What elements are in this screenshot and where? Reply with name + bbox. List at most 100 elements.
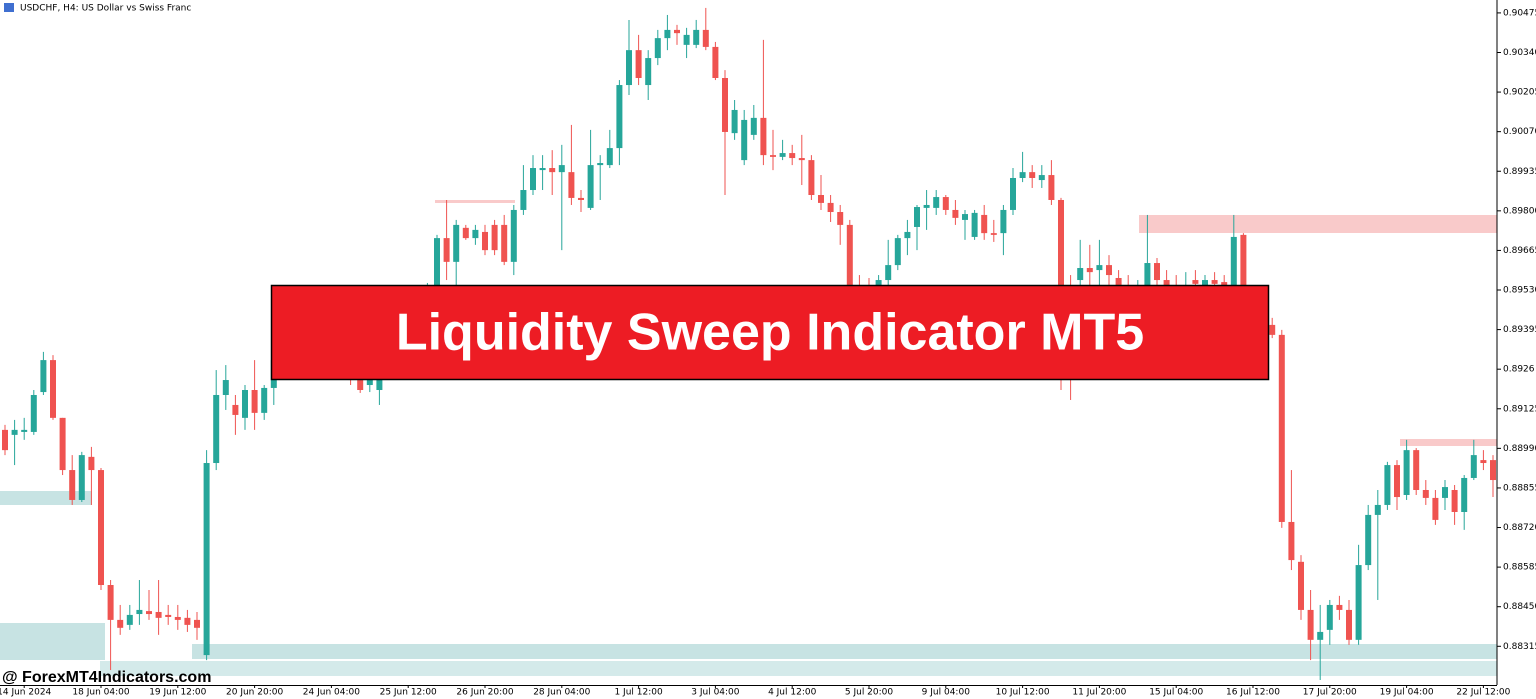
- x-tick-label: 5 Jul 20:00: [845, 688, 894, 698]
- candle-body: [981, 214, 988, 234]
- y-tick-label: 0.90205: [1503, 88, 1536, 98]
- x-tick-label: 1 Jul 12:00: [614, 688, 663, 698]
- x-tick-label: 10 Jul 12:00: [996, 688, 1050, 698]
- candle-body: [1038, 175, 1045, 181]
- candle-body: [174, 616, 181, 620]
- candle-body: [50, 360, 56, 418]
- candle-body: [933, 197, 940, 208]
- candle-body: [1461, 477, 1468, 512]
- candle-body: [1346, 609, 1352, 640]
- candle-body: [952, 209, 959, 218]
- candle-body: [1106, 265, 1112, 276]
- y-tick-label: 0.88585: [1503, 563, 1536, 573]
- liquidity-zones: [0, 200, 1497, 676]
- zone: [0, 491, 92, 505]
- x-tick-label: 22 Jul 12:00: [1456, 688, 1510, 698]
- candle-body: [443, 238, 450, 262]
- candle-body: [1336, 604, 1343, 610]
- y-tick-label: 0.8926: [1503, 365, 1535, 375]
- candle-body: [203, 463, 210, 656]
- candle-body: [1422, 489, 1429, 498]
- x-tick-label: 3 Jul 04:00: [691, 688, 740, 698]
- candle-body: [98, 470, 104, 586]
- candle-body: [1365, 514, 1372, 566]
- candle-body: [107, 585, 114, 620]
- candle-body: [510, 209, 517, 262]
- candle-body: [1317, 631, 1324, 640]
- candle-body: [1077, 268, 1084, 281]
- candle-body: [597, 163, 604, 166]
- candle-body: [1442, 487, 1448, 498]
- candle-body: [549, 168, 556, 173]
- candle-body: [30, 394, 37, 432]
- candle-body: [69, 470, 76, 500]
- x-tick-label: 16 Jul 12:00: [1226, 688, 1280, 698]
- candle-body: [827, 202, 834, 213]
- candle-body: [184, 617, 191, 625]
- candle-body: [818, 195, 824, 203]
- candle-body: [1307, 609, 1314, 640]
- candle-body: [1355, 565, 1362, 640]
- candle-body: [88, 456, 95, 471]
- candle-body: [251, 390, 258, 413]
- candle-body: [146, 611, 152, 615]
- candle-body: [846, 224, 853, 286]
- candle-body: [1278, 334, 1285, 522]
- candle-body: [750, 117, 757, 135]
- candle-body: [654, 38, 661, 59]
- y-tick-label: 0.88315: [1503, 642, 1536, 652]
- candle-body: [1048, 175, 1055, 200]
- candle-body: [702, 29, 709, 47]
- candle-body: [453, 224, 460, 262]
- candle-body: [606, 148, 613, 166]
- x-tick-label: 11 Jul 20:00: [1072, 688, 1126, 698]
- symbol-icon: [4, 3, 14, 12]
- x-tick-label: 17 Jul 20:00: [1303, 688, 1357, 698]
- zone: [100, 661, 1497, 676]
- candle-body: [578, 197, 584, 200]
- x-tick-label: 25 Jun 12:00: [380, 688, 437, 698]
- candle-body: [1010, 177, 1016, 210]
- candle-body: [808, 160, 815, 196]
- candle-body: [1394, 465, 1400, 498]
- candle-body: [472, 229, 479, 239]
- candle-body: [664, 29, 671, 39]
- candle-body: [990, 233, 997, 235]
- candle-body: [520, 190, 527, 210]
- x-tick-label: 26 Jun 20:00: [456, 688, 513, 698]
- candle-body: [837, 212, 844, 225]
- y-tick-label: 0.90475: [1503, 8, 1536, 18]
- candle-body: [760, 117, 767, 156]
- candle-body: [501, 224, 508, 262]
- candle-body: [731, 109, 738, 134]
- candle-body: [1019, 172, 1026, 178]
- candle-body: [779, 153, 786, 157]
- candle-body: [1403, 450, 1410, 495]
- candle-body: [136, 609, 143, 615]
- candle-body: [558, 165, 565, 173]
- candle-body: [1384, 465, 1391, 505]
- candle-body: [242, 390, 248, 418]
- y-tick-label: 0.89665: [1503, 246, 1536, 256]
- candle-body: [491, 224, 498, 251]
- candle-body: [635, 50, 642, 79]
- candle-body: [1115, 277, 1122, 286]
- candle-body: [1230, 236, 1237, 286]
- x-tick-label: 14 Jun 2024: [0, 688, 52, 698]
- candle-body: [722, 78, 728, 132]
- candle-body: [1096, 265, 1103, 271]
- candle-body: [923, 204, 930, 208]
- chart-title: USDCHF, H4: US Dollar vs Swiss Franc: [20, 4, 191, 14]
- candle-body: [770, 155, 776, 157]
- candle-body: [2, 429, 8, 451]
- candle-body: [165, 614, 172, 617]
- y-tick-label: 0.89935: [1503, 167, 1536, 177]
- y-tick-label: 0.89395: [1503, 325, 1536, 335]
- candle-body: [971, 212, 978, 237]
- candle-body: [1211, 280, 1218, 284]
